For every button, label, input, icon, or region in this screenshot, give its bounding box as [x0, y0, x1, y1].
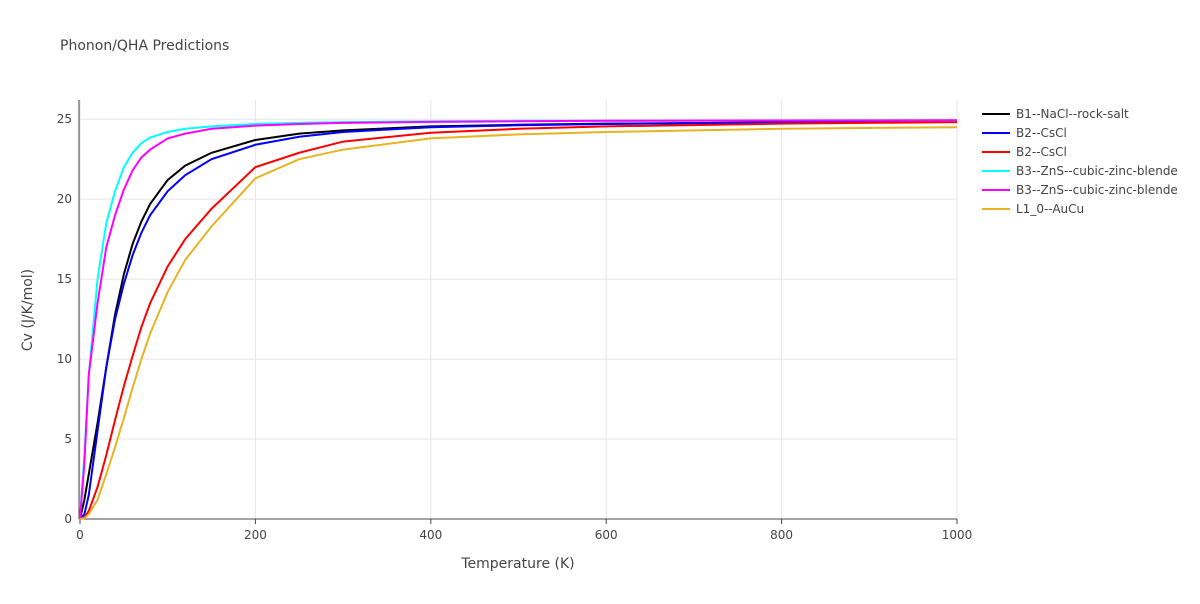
line-series [79, 120, 958, 520]
x-tick-label: 400 [419, 528, 442, 542]
line-series [79, 119, 958, 520]
line-series [79, 119, 958, 520]
x-axis-label: Temperature (K) [460, 556, 574, 572]
x-tick-label: 200 [244, 528, 267, 542]
legend-label: B3--ZnS--cubic-zinc-blende [1016, 183, 1178, 197]
y-tick-label: 20 [57, 192, 72, 206]
y-tick-label: 25 [57, 112, 72, 126]
x-tick-label: 600 [595, 528, 618, 542]
y-tick-label: 5 [64, 432, 72, 446]
legend-label: B2--CsCl [1016, 126, 1067, 140]
y-tick-label: 15 [57, 272, 72, 286]
x-tick-label: 1000 [942, 528, 973, 542]
y-tick-label: 0 [64, 512, 72, 526]
legend-label: L1_0--AuCu [1016, 202, 1084, 216]
legend-label: B3--ZnS--cubic-zinc-blende [1016, 164, 1178, 178]
legend-label: B1--NaCl--rock-salt [1016, 107, 1129, 121]
chart-title: Phonon/QHA Predictions [60, 38, 229, 54]
x-tick-label: 0 [76, 528, 84, 542]
x-tick-label: 800 [770, 528, 793, 542]
legend-label: B2--CsCl [1016, 145, 1067, 159]
y-tick-label: 10 [57, 352, 72, 366]
y-axis-label: Cv (J/K/mol) [20, 269, 36, 351]
line-series [79, 121, 958, 520]
line-series [79, 126, 958, 520]
line-series [79, 120, 958, 520]
